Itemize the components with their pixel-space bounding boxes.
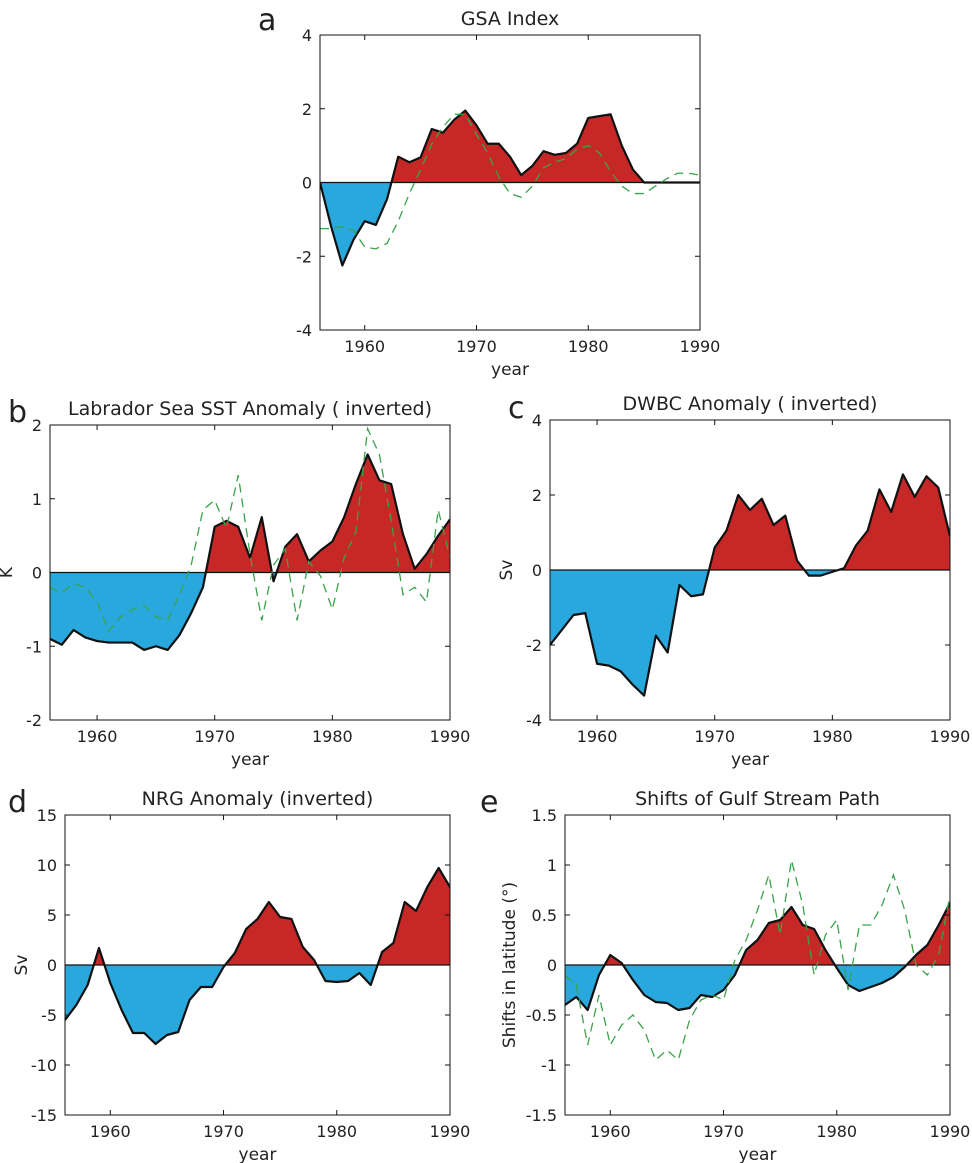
y-tick-label: 1 xyxy=(32,490,42,509)
y-tick-label: -2 xyxy=(526,636,542,655)
positive-area xyxy=(550,474,950,570)
negative-area xyxy=(565,965,950,1010)
panel-d: -15 -10 -5 0 5 10 15 1960 1970 1980 1990 NRG Anomal… xyxy=(8,785,470,1163)
y-axis-label: Sv xyxy=(497,560,517,581)
x-tick-label: 1960 xyxy=(90,1122,131,1141)
x-tick-label: 1970 xyxy=(194,727,235,746)
y-tick-label: 15 xyxy=(37,806,57,825)
solid-series-line xyxy=(50,453,450,652)
x-tick-label: 1990 xyxy=(680,337,721,356)
x-axis-label: year xyxy=(491,360,529,380)
y-tick-label: 1.5 xyxy=(532,806,557,825)
y-tick-label: 4 xyxy=(532,411,542,430)
positive-area xyxy=(565,903,950,965)
y-tick-label: -1 xyxy=(541,1056,557,1075)
dashed-series-line xyxy=(50,426,450,633)
x-tick-label: 1960 xyxy=(344,337,385,356)
solid-series-line xyxy=(320,109,700,267)
panel-b: -2 -1 0 1 2 1960 1970 1980 1990 Labrador Sea SST … xyxy=(0,395,470,770)
y-tick-label: -4 xyxy=(296,321,312,340)
x-tick-label: 1990 xyxy=(430,727,471,746)
y-tick-label: -2 xyxy=(296,247,312,266)
panel-title: NRG Anomaly (inverted) xyxy=(142,788,374,810)
negative-area xyxy=(50,572,450,650)
y-tick-label: -15 xyxy=(31,1106,57,1125)
solid-series-line xyxy=(550,473,950,697)
x-tick-label: 1970 xyxy=(694,727,735,746)
y-axis-label: Shifts in latitude (°) xyxy=(500,882,520,1048)
panel-letter: c xyxy=(508,391,525,426)
y-tick-label: -2 xyxy=(26,711,42,730)
x-tick-label: 1970 xyxy=(456,337,497,356)
x-tick-label: 1970 xyxy=(703,1122,744,1141)
panel-e: -1.5 -1 -0.5 0 0.5 1 1.5 1960 1970 1980 1990 Shifts… xyxy=(480,785,970,1163)
y-tick-label: 4 xyxy=(302,26,312,45)
x-tick-label: 1990 xyxy=(930,727,971,746)
y-tick-label: -0.5 xyxy=(526,1006,557,1025)
solid-series-line xyxy=(65,866,450,1046)
x-tick-label: 1990 xyxy=(930,1122,971,1141)
positive-area xyxy=(65,868,450,965)
y-tick-label: -1.5 xyxy=(526,1106,557,1125)
y-tick-label: 5 xyxy=(47,906,57,925)
y-tick-label: 2 xyxy=(532,486,542,505)
y-axis-label: Sv xyxy=(12,955,32,976)
x-tick-label: 1960 xyxy=(77,727,118,746)
y-tick-label: -4 xyxy=(526,711,542,730)
y-tick-label: 10 xyxy=(37,856,57,875)
x-tick-label: 1980 xyxy=(568,337,609,356)
dashed-series-line xyxy=(565,859,950,1062)
panel-title: GSA Index xyxy=(461,8,559,30)
panel-letter: a xyxy=(258,3,276,38)
negative-area xyxy=(65,965,450,1044)
y-tick-label: 0 xyxy=(302,174,312,193)
y-tick-label: -5 xyxy=(41,1006,57,1025)
y-axis-label: K xyxy=(0,566,17,578)
y-tick-label: -10 xyxy=(31,1056,57,1075)
panel-letter: b xyxy=(8,395,27,430)
negative-area xyxy=(320,182,700,266)
x-axis-label: year xyxy=(731,750,769,770)
x-tick-label: 1980 xyxy=(816,1122,857,1141)
x-tick-label: 1980 xyxy=(812,727,853,746)
y-tick-label: 1 xyxy=(547,856,557,875)
y-tick-label: 0 xyxy=(547,956,557,975)
y-tick-label: 0 xyxy=(32,564,42,583)
panel-letter: e xyxy=(480,785,498,820)
x-axis-label: year xyxy=(231,750,269,770)
y-tick-label: 2 xyxy=(302,100,312,119)
x-tick-label: 1980 xyxy=(312,727,353,746)
panel-c: -4 -2 0 2 4 1960 1970 1980 1990 DWBC Anomaly ( in… xyxy=(497,391,970,770)
panel-title: Labrador Sea SST Anomaly ( inverted) xyxy=(68,398,432,420)
panel-title: DWBC Anomaly ( inverted) xyxy=(623,393,878,415)
x-axis-label: year xyxy=(739,1145,777,1163)
x-tick-label: 1960 xyxy=(577,727,618,746)
panel-letter: d xyxy=(8,785,27,820)
y-tick-label: 0 xyxy=(532,561,542,580)
positive-area xyxy=(320,110,700,183)
x-tick-label: 1970 xyxy=(203,1122,244,1141)
positive-area xyxy=(50,454,450,573)
y-tick-label: 0 xyxy=(47,956,57,975)
x-tick-label: 1990 xyxy=(430,1122,471,1141)
y-tick-label: 2 xyxy=(32,416,42,435)
y-tick-label: 0.5 xyxy=(532,906,557,925)
panel-a: -4 -2 0 2 4 1960 1970 1980 1990 GSA Index a year xyxy=(258,3,720,380)
x-tick-label: 1980 xyxy=(316,1122,357,1141)
dashed-series-line xyxy=(320,113,700,250)
y-tick-label: -1 xyxy=(26,637,42,656)
solid-series-line xyxy=(565,902,950,1012)
panel-title: Shifts of Gulf Stream Path xyxy=(635,788,880,810)
x-axis-label: year xyxy=(239,1145,277,1163)
x-tick-label: 1960 xyxy=(590,1122,631,1141)
